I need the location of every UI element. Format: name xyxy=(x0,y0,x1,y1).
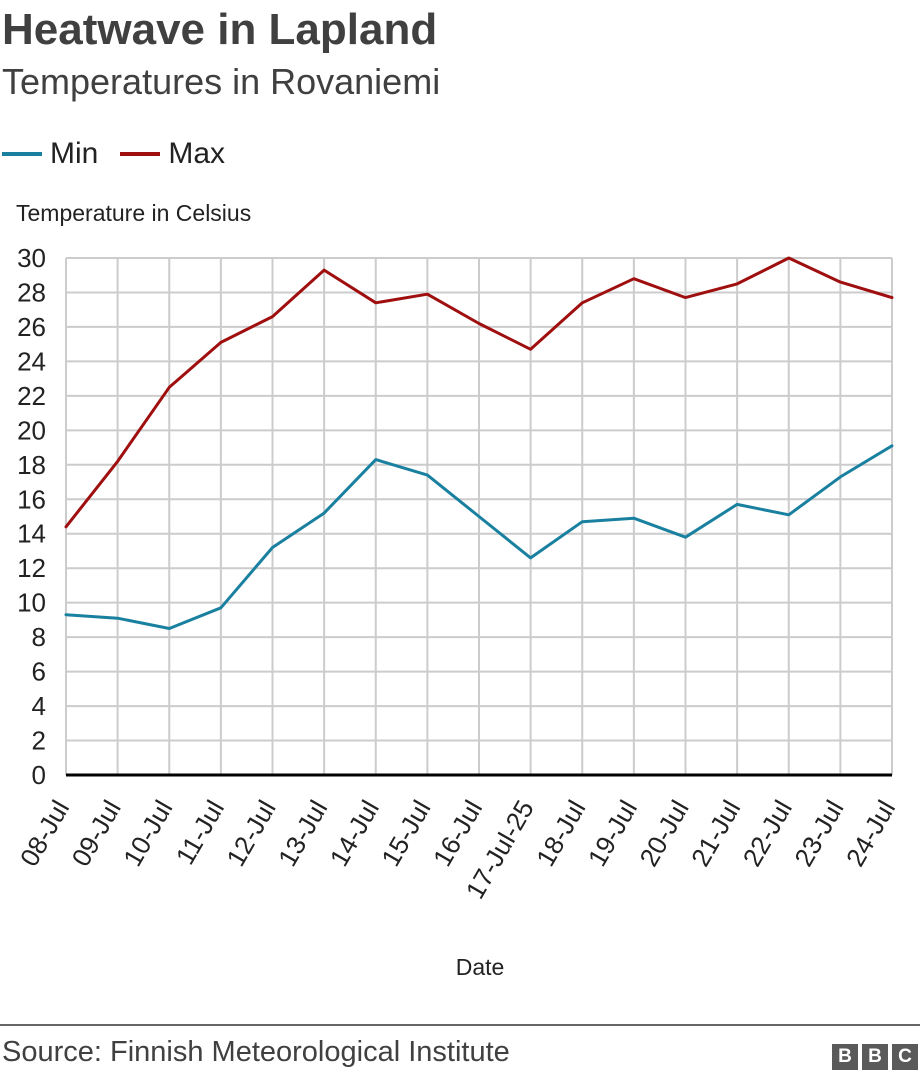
y-tick-label: 6 xyxy=(32,657,46,687)
x-tick-label: 18-Jul xyxy=(530,795,591,871)
y-tick-label: 30 xyxy=(17,243,46,273)
x-tick-label: 23-Jul xyxy=(788,795,849,871)
y-tick-label: 20 xyxy=(17,415,46,445)
y-tick-label: 8 xyxy=(32,622,46,652)
x-tick-label: 08-Jul xyxy=(14,795,75,871)
chart-subtitle: Temperatures in Rovaniemi xyxy=(2,61,441,102)
y-tick-label: 22 xyxy=(17,381,46,411)
x-tick-label: 15-Jul xyxy=(375,795,436,871)
x-tick-label: 13-Jul xyxy=(272,795,333,871)
y-axis-label: Temperature in Celsius xyxy=(16,200,252,226)
x-tick-label: 09-Jul xyxy=(65,795,126,871)
legend-item-min: Min xyxy=(2,137,98,171)
y-tick-label: 10 xyxy=(17,588,46,618)
x-tick-label: 10-Jul xyxy=(117,795,178,871)
y-tick-label: 0 xyxy=(32,760,46,790)
x-tick-label: 24-Jul xyxy=(840,795,901,871)
y-tick-label: 24 xyxy=(17,346,46,376)
legend-swatch-max xyxy=(120,152,161,156)
x-tick-label: 19-Jul xyxy=(582,795,643,871)
y-tick-label: 26 xyxy=(17,312,46,342)
x-tick-label: 11-Jul xyxy=(170,795,230,870)
y-tick-label: 14 xyxy=(17,519,46,549)
series-line-max xyxy=(64,256,894,529)
bbc-logo-block: B xyxy=(862,1044,888,1070)
y-tick-label: 12 xyxy=(17,553,46,583)
y-tick-label: 16 xyxy=(17,484,46,514)
legend: Min Max xyxy=(2,134,247,174)
legend-swatch-min xyxy=(2,152,42,156)
y-tick-label: 2 xyxy=(32,726,46,756)
x-tick-label: 14-Jul xyxy=(324,795,385,871)
y-tick-label: 28 xyxy=(17,277,46,307)
x-tick-label: 12-Jul xyxy=(220,795,281,871)
legend-label-max: Max xyxy=(168,137,226,170)
x-tick-label: 21-Jul xyxy=(685,795,746,871)
y-tick-label: 4 xyxy=(32,691,46,721)
x-tick-label: 20-Jul xyxy=(633,795,694,871)
bbc-logo: B B C xyxy=(828,1044,918,1070)
y-tick-label: 18 xyxy=(17,450,46,480)
legend-label-min: Min xyxy=(50,137,99,170)
x-axis-label: Date xyxy=(455,954,505,980)
bbc-logo-block: B xyxy=(832,1044,858,1070)
chart-title: Heatwave in Lapland xyxy=(2,5,438,54)
series-line-min xyxy=(64,444,894,630)
footer-divider xyxy=(0,1024,920,1026)
source-note: Source: Finnish Meteorological Institute xyxy=(2,1036,510,1068)
line-chart: 02468101214161820222426283008-Jul09-Jul1… xyxy=(14,243,901,904)
x-tick-label: 22-Jul xyxy=(737,795,798,871)
legend-item-max: Max xyxy=(120,137,225,171)
bbc-logo-block: C xyxy=(892,1044,918,1070)
